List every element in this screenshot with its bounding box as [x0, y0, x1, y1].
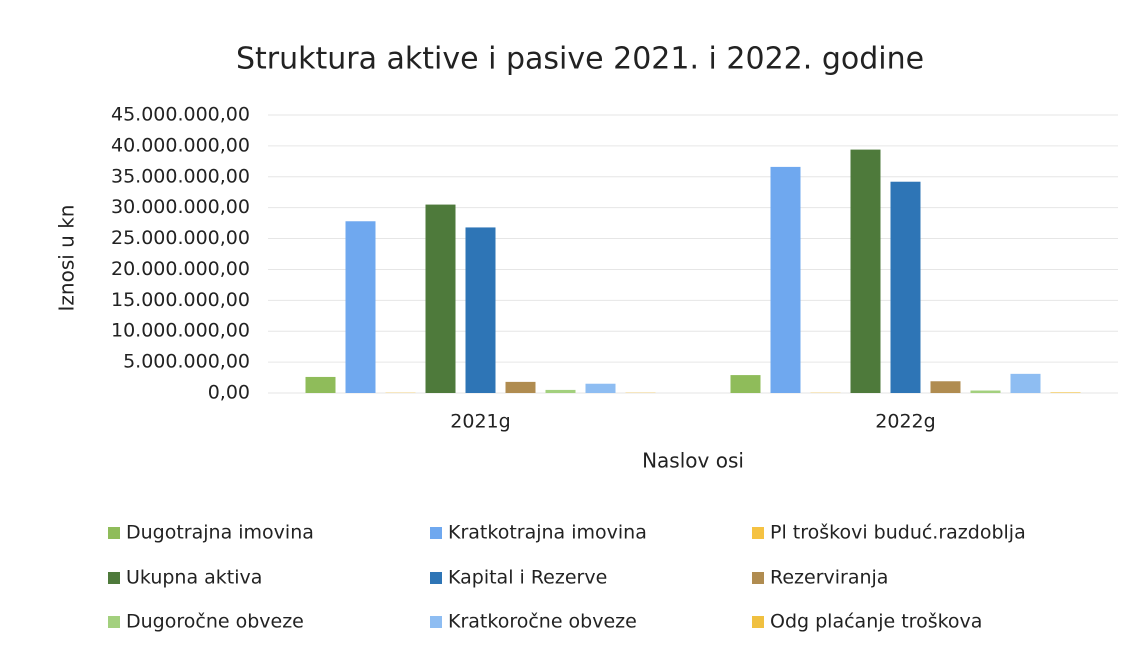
- bar: [425, 204, 456, 393]
- y-tick-label: 5.000.000,00: [123, 351, 250, 373]
- bar: [305, 376, 336, 393]
- bar: [1050, 392, 1081, 393]
- bar: [970, 390, 1001, 393]
- x-tick-label: 2022g: [875, 411, 935, 433]
- y-tick-label: 45.000.000,00: [111, 104, 250, 126]
- y-tick-label: 25.000.000,00: [111, 227, 250, 249]
- legend-swatch: [108, 616, 120, 628]
- y-tick-label: 35.000.000,00: [111, 165, 250, 187]
- legend-swatch: [752, 616, 764, 628]
- y-axis-title: Iznosi u kn: [55, 205, 79, 312]
- bar: [345, 221, 376, 393]
- legend-label: Dugotrajna imovina: [126, 522, 314, 544]
- legend-swatch: [430, 527, 442, 539]
- chart-title: Struktura aktive i pasive 2021. i 2022. …: [236, 42, 924, 77]
- legend-label: Odg plaćanje troškova: [770, 611, 982, 633]
- x-axis-title: Naslov osi: [642, 449, 744, 473]
- bar: [545, 389, 576, 393]
- legend-swatch: [752, 527, 764, 539]
- legend-label: Pl troškovi buduć.razdoblja: [770, 522, 1026, 544]
- y-tick-label: 30.000.000,00: [111, 196, 250, 218]
- y-tick-label: 0,00: [208, 382, 250, 404]
- y-tick-label: 20.000.000,00: [111, 258, 250, 280]
- legend-label: Kratkotrajna imovina: [448, 522, 647, 544]
- bar: [770, 166, 801, 393]
- legend-label: Dugoročne obveze: [126, 611, 304, 633]
- bar: [505, 381, 536, 393]
- legend-swatch: [752, 572, 764, 584]
- bar: [890, 181, 921, 393]
- legend-label: Rezerviranja: [770, 567, 888, 589]
- bar: [850, 149, 881, 393]
- legend-swatch: [108, 527, 120, 539]
- legend-label: Kratkoročne obveze: [448, 611, 637, 633]
- bar: [585, 383, 616, 393]
- bar: [1010, 373, 1041, 393]
- bar: [730, 375, 761, 393]
- bar: [930, 381, 961, 393]
- y-tick-label: 10.000.000,00: [111, 320, 250, 342]
- legend-label: Kapital i Rezerve: [448, 567, 607, 589]
- legend-label: Ukupna aktiva: [126, 567, 262, 589]
- x-tick-label: 2021g: [450, 411, 510, 433]
- y-tick-label: 15.000.000,00: [111, 289, 250, 311]
- bar: [465, 227, 496, 393]
- y-tick-label: 40.000.000,00: [111, 134, 250, 156]
- legend-swatch: [430, 572, 442, 584]
- legend-swatch: [108, 572, 120, 584]
- legend-swatch: [430, 616, 442, 628]
